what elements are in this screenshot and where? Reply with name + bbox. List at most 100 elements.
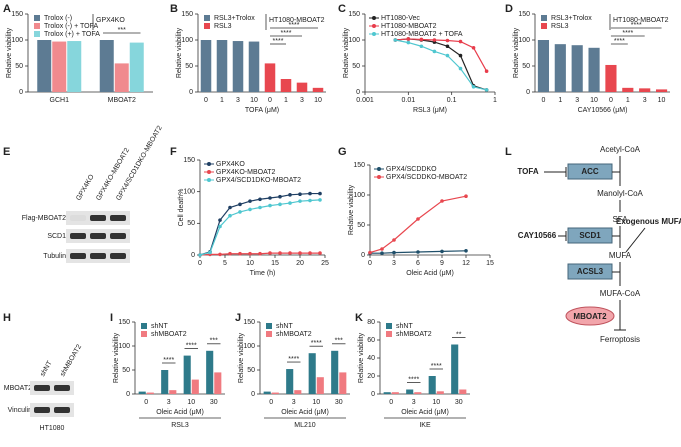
bar (248, 41, 260, 92)
bar (308, 353, 316, 394)
inhibitor: TOFA (517, 167, 538, 176)
node: MUFA (609, 251, 632, 260)
blot-band (70, 233, 86, 239)
y-axis-label: Cell death% (178, 189, 185, 227)
y-tick-label: 100 (181, 37, 193, 44)
x-tick-label: 3 (292, 399, 296, 406)
x-tick-label: 10 (314, 97, 322, 104)
point (464, 194, 468, 198)
legend-swatch (386, 331, 392, 337)
blot-band (90, 233, 106, 239)
point (464, 249, 468, 253)
sig-label: **** (622, 30, 633, 37)
panel-label: E (3, 146, 10, 158)
x-tick-label: 0 (541, 97, 545, 104)
x-tick-label: 25 (321, 260, 329, 267)
bar (554, 44, 566, 92)
legend-marker (207, 178, 211, 182)
x-tick-label: 3 (575, 97, 579, 104)
lane-label: shNT (39, 359, 54, 378)
series-line (370, 250, 467, 254)
point (228, 213, 232, 218)
x-tick-label: 10 (246, 260, 254, 267)
point (416, 217, 420, 221)
y-tick-label: 150 (118, 319, 130, 326)
x-tick-label: 30 (210, 399, 218, 406)
x-tick-label: 0.01 (402, 97, 416, 104)
point (258, 205, 262, 210)
bar (214, 372, 222, 394)
point (238, 251, 242, 256)
point (238, 210, 242, 214)
y-axis-label: Relative viability (348, 184, 355, 235)
legend-marker (207, 170, 211, 174)
legend-label: HT1080-MBOAT2 + TOFA (381, 31, 463, 38)
point (258, 197, 262, 202)
point (228, 205, 232, 210)
bar (169, 390, 177, 394)
bar (114, 63, 129, 92)
row-label: SCD1 (47, 233, 66, 240)
legend-marker (207, 162, 211, 166)
bar (639, 88, 651, 92)
point (392, 238, 396, 242)
node: Acetyl-CoA (600, 145, 641, 154)
node: SCD1 (579, 231, 601, 240)
blot-band (54, 385, 70, 391)
legend-swatch (541, 15, 547, 21)
x-axis-label: TOFA (μM) (245, 107, 279, 114)
x-tick-label: 0 (269, 399, 273, 406)
cell-line: HT1080-MBOAT2 (613, 17, 669, 24)
y-tick-label: 20 (367, 373, 375, 380)
bar (67, 41, 82, 92)
y-tick-label: 150 (183, 157, 195, 164)
y-tick-label: 50 (357, 222, 365, 229)
point (484, 69, 489, 73)
bar (200, 40, 212, 92)
cell-line: GPX4KO (96, 17, 125, 24)
node: MBOAT2 (573, 312, 607, 321)
blot-band (34, 407, 50, 413)
point (368, 250, 372, 255)
point (198, 253, 202, 257)
y-axis-label: Relative viability (513, 27, 520, 78)
bar (571, 45, 583, 92)
point (238, 202, 242, 207)
series-line (395, 38, 488, 72)
bar (232, 41, 244, 92)
bar (183, 355, 191, 394)
x-axis-label: Oleic Acid (μM) (156, 409, 204, 416)
legend-swatch (204, 23, 210, 29)
y-tick-label: 100 (348, 37, 360, 44)
point (419, 44, 424, 49)
y-tick-label: 40 (367, 355, 375, 362)
x-tick-label: 3 (300, 97, 304, 104)
point (458, 39, 463, 44)
y-tick-label: 0 (191, 252, 195, 259)
legend-label: GPX4KO (216, 161, 245, 168)
y-tick-label: 150 (353, 162, 365, 169)
point (380, 251, 384, 255)
row-label: Vinculin (8, 407, 32, 414)
y-axis-label: Relative viability (113, 332, 120, 383)
x-tick-label: 20 (296, 260, 304, 267)
bar (655, 89, 668, 92)
y-tick-label: 0 (356, 89, 360, 96)
bar (622, 87, 634, 92)
x-axis-label: RSL3 (μM) (413, 107, 447, 114)
point (218, 218, 222, 222)
x-tick-label: 10 (658, 97, 666, 104)
bar (414, 392, 422, 394)
point (248, 251, 252, 256)
y-tick-label: 60 (367, 337, 375, 344)
legend-swatch (541, 23, 547, 29)
blot-band (34, 385, 50, 391)
exogenous: Exogenous MUFA (616, 217, 681, 226)
row-label: Tubulin (43, 253, 66, 260)
y-tick-label: 80 (367, 319, 375, 326)
row-label: Flag-MBOAT2 (22, 215, 66, 222)
legend-label: RSL3+Trolox (214, 15, 255, 22)
x-tick-label: 9 (440, 260, 444, 267)
blot-band (110, 215, 126, 221)
